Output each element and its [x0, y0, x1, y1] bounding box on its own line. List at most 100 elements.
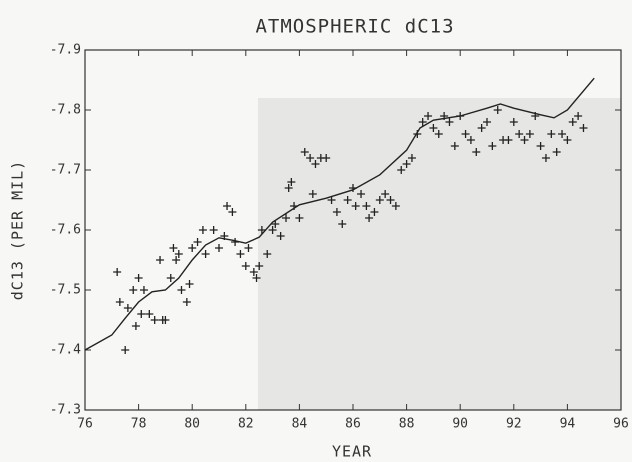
- y-tick-label: -7.3: [50, 403, 81, 418]
- cross-marker: [357, 190, 366, 198]
- x-tick-label: 82: [238, 417, 254, 432]
- cross-marker: [223, 202, 232, 210]
- cross-marker: [137, 310, 146, 318]
- cross-marker: [268, 226, 277, 234]
- cross-marker: [166, 274, 175, 282]
- cross-marker: [193, 238, 202, 246]
- x-tick-label: 80: [184, 417, 200, 432]
- cross-marker: [306, 154, 315, 162]
- cross-marker: [381, 190, 390, 198]
- cross-marker: [472, 148, 481, 156]
- cross-marker: [429, 124, 438, 132]
- cross-marker: [215, 244, 223, 252]
- cross-marker: [131, 322, 140, 330]
- cross-marker: [201, 250, 210, 258]
- cross-marker: [327, 196, 336, 204]
- cross-marker: [574, 112, 583, 120]
- cross-marker: [244, 244, 253, 252]
- x-tick-label: 78: [131, 417, 147, 432]
- cross-marker: [161, 316, 170, 324]
- cross-marker: [391, 202, 400, 210]
- cross-marker: [445, 118, 454, 126]
- x-tick-label: 90: [452, 417, 468, 432]
- cross-marker: [115, 298, 124, 306]
- cross-marker: [536, 142, 545, 150]
- x-tick-label: 96: [613, 417, 629, 432]
- cross-marker: [322, 154, 331, 162]
- cross-marker: [134, 274, 143, 282]
- cross-marker: [252, 274, 261, 282]
- y-tick-label: -7.5: [50, 283, 81, 298]
- cross-marker: [255, 262, 264, 270]
- cross-marker: [483, 118, 491, 126]
- cross-marker: [123, 304, 132, 312]
- cross-marker: [525, 130, 534, 138]
- cross-marker: [177, 286, 186, 294]
- cross-marker: [541, 154, 550, 162]
- chart-title: ATMOSPHERIC dC13: [255, 16, 454, 38]
- cross-marker: [121, 346, 130, 354]
- cross-marker: [375, 196, 384, 204]
- cross-marker: [466, 136, 475, 144]
- cross-marker: [308, 190, 317, 198]
- y-tick-label: -7.4: [50, 343, 81, 358]
- cross-marker: [386, 196, 395, 204]
- cross-marker: [434, 130, 443, 138]
- cross-marker: [547, 130, 556, 138]
- cross-marker: [249, 268, 258, 276]
- cross-marker: [300, 148, 309, 156]
- cross-marker: [139, 286, 148, 294]
- cross-marker: [407, 154, 416, 162]
- y-tick-label: -7.8: [50, 103, 81, 118]
- cross-marker: [156, 256, 165, 264]
- faded-map: [258, 98, 621, 410]
- cross-marker: [493, 106, 502, 114]
- cross-marker: [488, 142, 497, 150]
- cross-marker: [343, 196, 352, 204]
- cross-marker: [185, 280, 194, 288]
- cross-marker: [418, 118, 427, 126]
- cross-marker: [311, 160, 320, 168]
- cross-marker: [338, 220, 347, 228]
- cross-marker: [113, 268, 122, 276]
- y-axis-title: dC13 (PER MIL): [9, 160, 27, 300]
- cross-marker: [241, 262, 250, 270]
- cross-marker: [515, 130, 524, 138]
- cross-marker: [558, 130, 567, 138]
- cross-marker: [461, 130, 470, 138]
- cross-marker: [563, 136, 572, 144]
- cross-marker: [332, 208, 341, 216]
- cross-marker: [504, 136, 513, 144]
- cross-marker: [236, 250, 245, 258]
- y-tick-label: -7.7: [50, 163, 81, 178]
- y-tick-label: -7.6: [50, 223, 81, 238]
- cross-marker: [295, 214, 304, 222]
- cross-marker: [579, 124, 588, 132]
- x-tick-label: 88: [399, 417, 415, 432]
- y-tick-label: -7.9: [50, 43, 81, 58]
- cross-marker: [287, 178, 296, 186]
- cross-marker: [568, 118, 577, 126]
- cross-marker: [263, 250, 272, 258]
- cross-marker: [228, 208, 237, 216]
- x-tick-label: 94: [560, 417, 576, 432]
- cross-marker: [169, 244, 178, 252]
- cross-marker: [188, 244, 197, 252]
- cross-marker: [284, 184, 293, 192]
- cross-marker: [150, 316, 159, 324]
- cross-marker: [282, 214, 290, 222]
- cross-marker: [174, 250, 183, 258]
- cross-marker: [271, 220, 280, 228]
- cross-marker: [477, 124, 486, 132]
- x-axis-title: YEAR: [332, 443, 372, 461]
- cross-marker: [145, 310, 154, 318]
- trend-line: [84, 77, 595, 351]
- cross-marker: [450, 142, 459, 150]
- cross-marker: [362, 202, 371, 210]
- cross-marker: [129, 286, 138, 294]
- cross-marker: [402, 160, 411, 168]
- x-tick-label: 92: [506, 417, 522, 432]
- cross-marker: [520, 136, 529, 144]
